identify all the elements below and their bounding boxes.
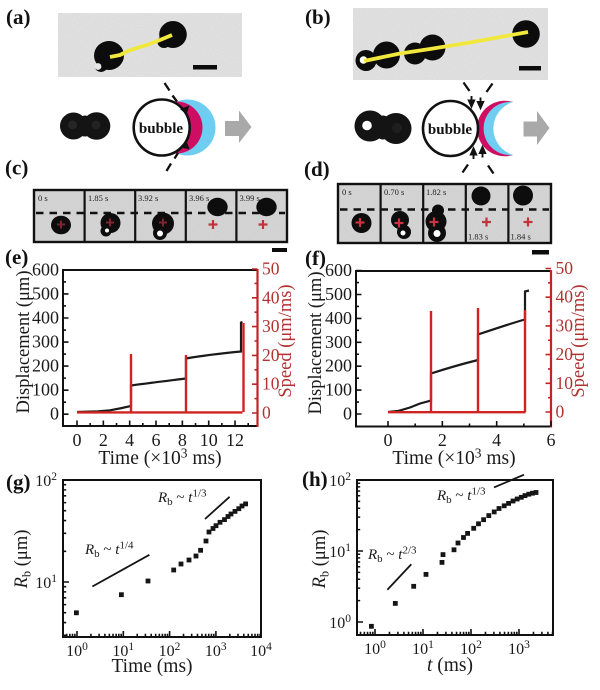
svg-text:30: 30 — [262, 316, 280, 336]
svg-text:600: 600 — [325, 260, 352, 280]
svg-text:400: 400 — [325, 308, 352, 328]
svg-text:(h): (h) — [302, 467, 328, 491]
svg-text:Rb ~ t1/3: Rb ~ t1/3 — [157, 488, 207, 509]
svg-text:50: 50 — [262, 259, 280, 279]
svg-text:Rb (μm): Rb (μm) — [310, 530, 332, 590]
svg-text:400: 400 — [32, 308, 59, 328]
svg-text:(a): (a) — [6, 5, 31, 29]
svg-text:3.92 s: 3.92 s — [138, 193, 158, 203]
svg-text:1.85 s: 1.85 s — [88, 193, 108, 203]
svg-text:100: 100 — [325, 380, 352, 400]
svg-text:10: 10 — [556, 373, 574, 393]
svg-text:Displacement (μm): Displacement (μm) — [306, 272, 326, 415]
svg-text:(e): (e) — [5, 245, 28, 269]
svg-text:500: 500 — [32, 283, 59, 303]
svg-text:200: 200 — [325, 356, 352, 376]
svg-text:50: 50 — [556, 258, 574, 278]
svg-text:bubble: bubble — [428, 122, 473, 138]
svg-text:Rb (μm): Rb (μm) — [12, 530, 34, 590]
svg-text:0: 0 — [262, 403, 271, 423]
svg-text:40: 40 — [262, 287, 280, 307]
svg-text:Displacement (μm): Displacement (μm) — [14, 271, 34, 414]
svg-text:(f): (f) — [305, 246, 326, 270]
svg-text:500: 500 — [325, 284, 352, 304]
svg-text:Rb ~ t1/4: Rb ~ t1/4 — [84, 540, 134, 561]
svg-text:2: 2 — [99, 430, 108, 450]
svg-text:10: 10 — [262, 374, 280, 394]
svg-text:100: 100 — [32, 380, 59, 400]
svg-text:0: 0 — [384, 430, 393, 450]
svg-text:0 s: 0 s — [342, 187, 352, 197]
svg-text:2: 2 — [438, 430, 447, 450]
svg-text:8: 8 — [178, 430, 187, 450]
svg-text:Rb ~ t2/3: Rb ~ t2/3 — [367, 545, 417, 566]
svg-text:4: 4 — [492, 430, 501, 450]
svg-text:0: 0 — [50, 404, 59, 424]
svg-text:6: 6 — [547, 430, 556, 450]
svg-text:0 s: 0 s — [38, 193, 48, 203]
svg-text:300: 300 — [32, 332, 59, 352]
svg-text:600: 600 — [32, 259, 59, 279]
svg-text:40: 40 — [556, 287, 574, 307]
svg-text:20: 20 — [262, 345, 280, 365]
svg-text:1.83 s: 1.83 s — [468, 232, 488, 242]
svg-text:Time (×103 ms): Time (×103 ms) — [392, 446, 515, 470]
svg-text:1.84 s: 1.84 s — [511, 232, 531, 242]
svg-text:20: 20 — [556, 344, 574, 364]
svg-text:12: 12 — [226, 430, 244, 450]
svg-text:6: 6 — [152, 430, 161, 450]
svg-text:3.96 s: 3.96 s — [189, 193, 209, 203]
svg-text:30: 30 — [556, 315, 574, 335]
svg-text:4: 4 — [125, 430, 134, 450]
svg-text:0: 0 — [556, 402, 565, 422]
svg-text:(d): (d) — [304, 157, 330, 181]
svg-text:0.70 s: 0.70 s — [384, 187, 404, 197]
svg-text:Time (×103 ms): Time (×103 ms) — [98, 446, 221, 470]
svg-text:bubble: bubble — [139, 121, 184, 137]
svg-text:Speed (μm/ms): Speed (μm/ms) — [276, 284, 296, 397]
svg-text:10: 10 — [200, 430, 218, 450]
svg-text:1.82 s: 1.82 s — [426, 187, 446, 197]
svg-text:300: 300 — [325, 332, 352, 352]
svg-text:0: 0 — [343, 404, 352, 424]
svg-text:(g): (g) — [6, 470, 31, 494]
svg-text:200: 200 — [32, 356, 59, 376]
svg-text:t (ms): t (ms) — [427, 655, 473, 676]
svg-text:(b): (b) — [305, 5, 331, 29]
svg-text:3.99 s: 3.99 s — [240, 193, 260, 203]
svg-text:Time (ms): Time (ms) — [111, 656, 192, 677]
svg-text:Rb ~ t1/3: Rb ~ t1/3 — [436, 486, 486, 507]
svg-text:Speed (μm/ms): Speed (μm/ms) — [569, 284, 589, 397]
svg-text:(c): (c) — [5, 156, 28, 180]
svg-text:0: 0 — [73, 430, 82, 450]
